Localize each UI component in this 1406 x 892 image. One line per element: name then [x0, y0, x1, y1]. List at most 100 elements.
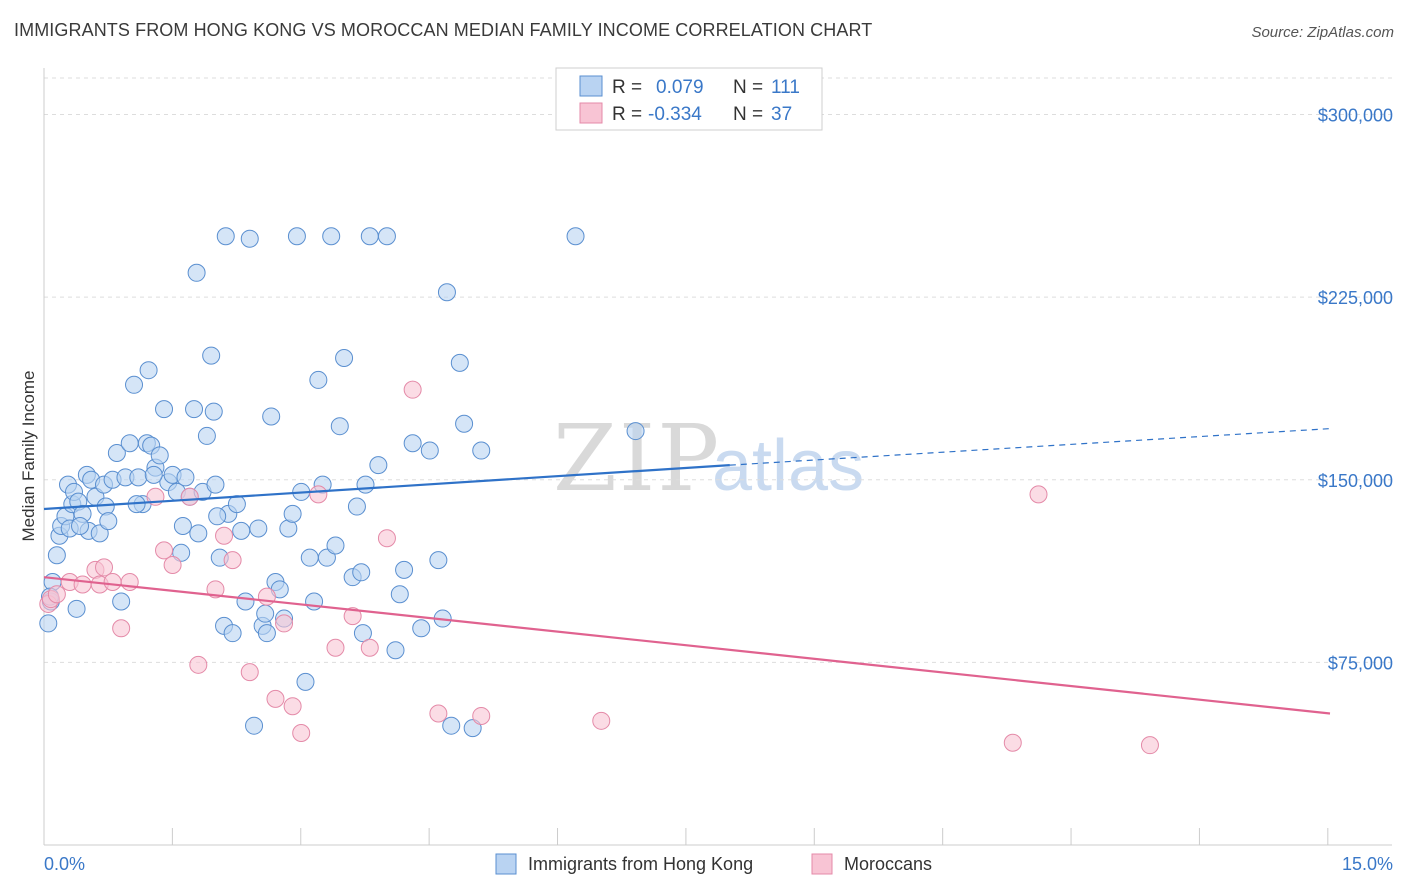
legend-swatch-pink: [579, 102, 603, 124]
moroccans-point: [180, 487, 199, 506]
hong-kong-point: [330, 417, 349, 436]
moroccans-point: [429, 704, 448, 723]
bottom-legend-swatch-pink: [811, 853, 833, 875]
moroccans-point: [47, 585, 66, 604]
hong-kong-point: [232, 521, 251, 540]
moroccans-point: [266, 689, 285, 708]
moroccans-trend: [43, 576, 1331, 715]
watermark-atlas: atlas: [712, 426, 864, 506]
legend-n-value-blue: 111: [771, 77, 800, 98]
hong-kong-point: [112, 592, 131, 611]
hong-kong-point: [403, 434, 422, 453]
hong-kong-point: [236, 592, 255, 611]
bottom-legend-label-pink: Moroccans: [844, 854, 932, 874]
hong-kong-point: [202, 346, 221, 365]
hong-kong-point: [356, 475, 375, 494]
hong-kong-point: [347, 497, 366, 516]
hong-kong-point: [67, 599, 86, 618]
hong-kong-point: [317, 548, 336, 567]
moroccans-point: [592, 711, 611, 730]
hong-kong-point: [360, 227, 379, 246]
moroccans-point: [189, 655, 208, 674]
hong-kong-point: [47, 546, 66, 565]
legend-n-value-pink: 37: [771, 104, 792, 125]
hong-kong-point: [96, 497, 115, 516]
correlation-legend: R = 0.079 N = 111 R = -0.334 N = 37: [555, 67, 823, 131]
moroccans-point: [292, 723, 311, 742]
moroccans-point: [377, 529, 396, 548]
moroccans-point: [326, 638, 345, 657]
hong-kong-point: [173, 517, 192, 536]
watermark-zip: ZIP: [553, 405, 721, 512]
hong-kong-point: [206, 475, 225, 494]
y-tick-label: $225,000: [1318, 288, 1393, 308]
hong-kong-point: [352, 563, 371, 582]
hong-kong-point: [442, 716, 461, 735]
hong-kong-point: [395, 560, 414, 579]
hong-kong-point: [472, 441, 491, 460]
moroccans-point: [1029, 485, 1048, 504]
x-tick-label-min: 0.0%: [44, 854, 85, 874]
hong-kong-point: [390, 585, 409, 604]
hong-kong-point: [437, 283, 456, 302]
y-tick-label: $300,000: [1318, 106, 1393, 126]
hong-kong-point: [185, 400, 204, 419]
hong-kong-point: [150, 446, 169, 465]
hong-kong-point: [287, 227, 306, 246]
moroccans-point: [309, 485, 328, 504]
hong-kong-point: [262, 407, 281, 426]
hong-kong-point: [129, 468, 148, 487]
hong-kong-point: [322, 227, 341, 246]
hong-kong-point: [429, 551, 448, 570]
hong-kong-point: [463, 719, 482, 738]
moroccans-point: [360, 638, 379, 657]
hong-kong-point: [450, 353, 469, 372]
hong-kong-point: [107, 443, 126, 462]
hong-kong-point: [204, 402, 223, 421]
trend-lines: [43, 428, 1331, 715]
hong-kong-point: [412, 619, 431, 638]
moroccans-point: [206, 580, 225, 599]
hong-kong-point: [309, 370, 328, 389]
axes: [43, 68, 1392, 846]
hong-kong-point: [90, 524, 109, 543]
hong-kong-point: [189, 524, 208, 543]
hong-kong-point: [420, 441, 439, 460]
moroccans-point: [1140, 736, 1159, 755]
hong-kong-point: [566, 227, 585, 246]
hong-kong-point: [249, 519, 268, 538]
moroccans-point: [155, 541, 174, 560]
chart-source: Source: ZipAtlas.com: [1251, 24, 1394, 41]
hong-kong-point: [626, 422, 645, 441]
moroccans-point: [283, 697, 302, 716]
legend-r-value-blue: 0.079: [656, 77, 704, 98]
hong-kong-point: [455, 414, 474, 433]
hong-kong-point: [227, 495, 246, 514]
moroccans-point: [215, 526, 234, 545]
bottom-legend-label-blue: Immigrants from Hong Kong: [528, 854, 753, 874]
moroccans-point: [73, 575, 92, 594]
hong-kong-point: [144, 465, 163, 484]
moroccans-point: [103, 573, 122, 592]
hong-kong-point: [197, 426, 216, 445]
gridlines: [44, 77, 1392, 663]
hong-kong-point: [155, 400, 174, 419]
hong-kong-point: [245, 716, 264, 735]
hong-kong-point: [326, 536, 345, 555]
moroccans-point: [257, 587, 276, 606]
hong-kong-point: [176, 468, 195, 487]
moroccans-point: [472, 706, 491, 725]
chart-title: IMMIGRANTS FROM HONG KONG VS MOROCCAN ME…: [14, 20, 873, 40]
legend-n-label-blue: N =: [733, 77, 763, 98]
legend-r-label-pink: R =: [612, 104, 642, 125]
hong-kong-point: [139, 361, 158, 380]
hong-kong-trend-dashed: [729, 428, 1331, 466]
series-legend: Immigrants from Hong Kong Moroccans: [495, 853, 932, 875]
legend-r-value-pink: -0.334: [648, 104, 702, 125]
hong-kong-point: [283, 504, 302, 523]
legend-n-label-pink: N =: [733, 104, 763, 125]
hong-kong-trend-solid: [43, 464, 730, 511]
moroccans-point: [95, 558, 114, 577]
moroccans-point: [112, 619, 131, 638]
